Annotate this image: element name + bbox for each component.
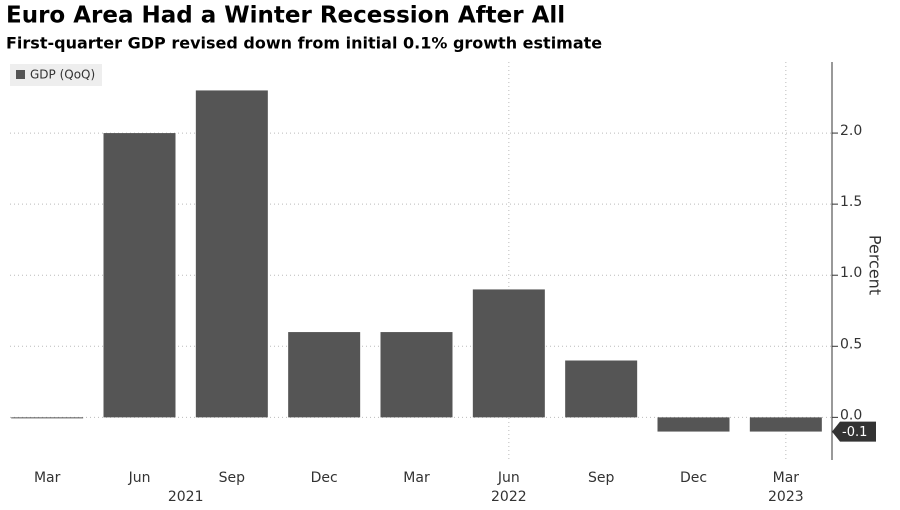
chart-title: Euro Area Had a Winter Recession After A… — [6, 3, 565, 29]
y-tick-label: 0.0 — [840, 407, 862, 423]
x-tick-label: Jun — [128, 470, 151, 486]
chart-subtitle: First-quarter GDP revised down from init… — [6, 34, 602, 53]
x-tick-label: Mar — [34, 470, 61, 486]
legend-swatch — [16, 70, 25, 79]
x-tick-label: Jun — [497, 470, 520, 486]
x-tick-label: Mar — [403, 470, 430, 486]
bar — [11, 417, 84, 419]
y-tick-label: 0.5 — [840, 336, 862, 352]
y-tick-label: 1.5 — [840, 194, 862, 210]
y-axis-label: Percent — [866, 235, 885, 295]
bar — [288, 332, 361, 418]
value-badge — [832, 421, 876, 442]
x-year-label: 2021 — [168, 489, 204, 505]
x-year-label: 2023 — [768, 489, 804, 505]
x-year-label: 2022 — [491, 489, 527, 505]
bar — [749, 417, 822, 432]
bar — [103, 133, 176, 418]
x-tick-label: Sep — [588, 470, 615, 486]
bar — [380, 332, 453, 418]
x-tick-label: Dec — [680, 470, 707, 486]
bar — [565, 360, 638, 418]
value-label: -0.1 — [842, 425, 867, 440]
y-tick-label: 2.0 — [840, 123, 862, 139]
legend-label: GDP (QoQ) — [30, 68, 95, 82]
bar — [195, 90, 268, 418]
y-tick-label: 1.0 — [840, 265, 862, 281]
x-tick-label: Mar — [773, 470, 800, 486]
bar — [472, 289, 545, 418]
x-tick-label: Dec — [311, 470, 338, 486]
legend-box — [10, 64, 102, 86]
x-tick-label: Sep — [219, 470, 246, 486]
bar — [657, 417, 730, 432]
